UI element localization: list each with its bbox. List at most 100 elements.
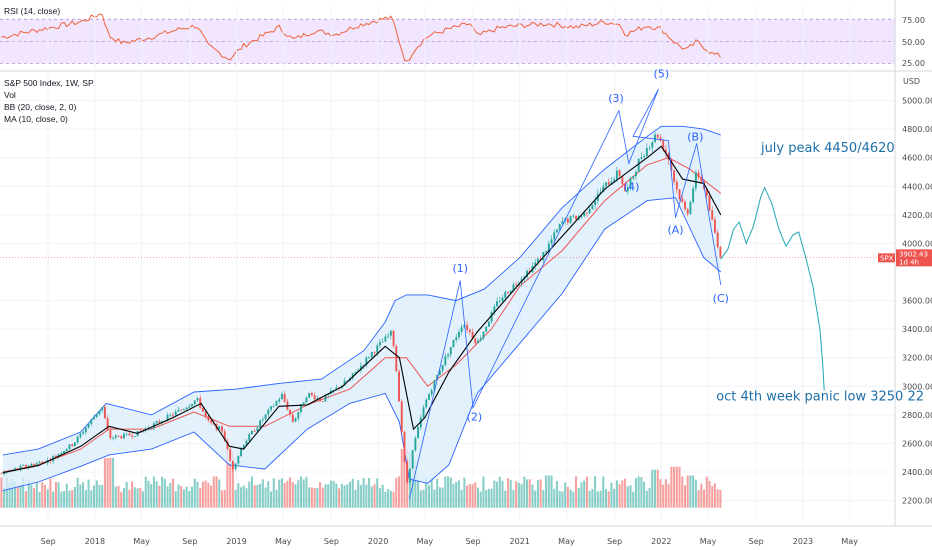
candle-body: [240, 449, 243, 457]
volume-bar: [387, 488, 390, 508]
elliott-wave-drawing: (1) (2) (3) (4) (5) (A) (B) (C): [408, 68, 729, 500]
volume-bar: [368, 477, 371, 508]
candle-body: [436, 374, 439, 381]
candle-body: [319, 398, 322, 402]
symbol-tag: SPX: [880, 254, 894, 262]
volume-bar: [648, 487, 651, 508]
candle-body: [561, 221, 564, 224]
volume-bar: [490, 488, 493, 508]
candle-body: [645, 148, 648, 156]
rsi-line: [1, 13, 721, 62]
volume-bar: [8, 483, 11, 508]
candle-body: [362, 364, 365, 366]
candle-body: [41, 461, 44, 463]
volume-bar: [662, 484, 665, 508]
legend-symbol[interactable]: S&P 500 Index, 1W, SP: [4, 78, 94, 88]
candle-body: [193, 400, 196, 405]
volume-bar: [237, 483, 240, 508]
volume-bar: [564, 482, 567, 508]
candle-body: [35, 463, 38, 466]
volume-bar: [103, 457, 106, 508]
candle-body: [681, 198, 684, 202]
volume-bar: [348, 481, 352, 508]
volume-bar: [261, 479, 264, 508]
price-tick-label: 4800.00: [902, 125, 932, 134]
volume-bar: [575, 476, 578, 508]
volume-bar: [716, 489, 719, 508]
volume-bar: [569, 489, 572, 508]
candle-body: [379, 342, 381, 346]
volume-bar: [512, 489, 515, 508]
volume-bar: [694, 479, 697, 508]
volume-bar: [188, 490, 191, 508]
candle-body: [359, 365, 362, 371]
candle-body: [441, 364, 444, 371]
legend-bollinger[interactable]: BB (20, close, 2, 0): [4, 102, 76, 112]
volume-bar: [259, 483, 262, 508]
volume-bar: [201, 481, 204, 508]
volume-bar: [182, 489, 185, 508]
candle-body: [602, 186, 605, 192]
volume-bar: [585, 476, 588, 508]
legend-moving-average[interactable]: MA (10, close, 0): [4, 114, 68, 124]
candle-body: [430, 390, 433, 395]
candle-body: [155, 421, 158, 424]
candle-body: [618, 170, 621, 176]
price-tick-label: 5000.00: [902, 97, 932, 106]
volume-bar: [604, 489, 608, 508]
volume-bar: [528, 479, 531, 508]
candle-body: [310, 393, 313, 396]
volume-bar: [114, 486, 117, 508]
candle-body: [713, 219, 716, 233]
candle-body: [556, 229, 558, 233]
candle-body: [411, 450, 414, 469]
candle-body: [30, 464, 33, 466]
time-tick-label: 2021: [510, 537, 530, 546]
candle-body: [387, 335, 390, 337]
candle-body: [433, 380, 436, 391]
volume-bar: [357, 480, 360, 508]
volume-bar: [245, 488, 248, 508]
candle-body: [324, 395, 327, 402]
volume-bar: [427, 485, 431, 508]
volume-bar: [697, 490, 700, 508]
candle-body: [389, 330, 392, 336]
candle-body: [109, 430, 112, 439]
bb-upper-line: [2, 125, 721, 456]
candle-body: [651, 142, 654, 148]
volume-bar: [210, 485, 213, 508]
volume-bar: [531, 484, 534, 508]
volume-bar: [229, 452, 232, 508]
candle-body: [199, 398, 202, 408]
volume-bar: [365, 484, 368, 508]
candle-body: [716, 232, 719, 248]
candle-body: [182, 409, 185, 410]
candle-body: [504, 292, 507, 298]
volume-bar: [422, 489, 425, 508]
rsi-legend[interactable]: RSI (14, close): [4, 6, 60, 16]
candle-body: [79, 433, 82, 437]
volume-bar: [468, 483, 471, 508]
candle-body: [558, 223, 561, 230]
volume-bar: [566, 486, 569, 508]
candle-body: [112, 437, 115, 439]
candle-body: [605, 182, 607, 187]
candle-body: [114, 435, 117, 438]
volume-bar: [498, 476, 501, 508]
candle-body: [550, 239, 553, 244]
legend-volume[interactable]: Vol: [4, 90, 16, 100]
volume-bar: [673, 466, 676, 508]
time-tick-label: May: [417, 537, 434, 546]
wave-label: (4): [624, 181, 640, 194]
volume-bar: [438, 487, 441, 508]
candle-body: [201, 407, 204, 412]
candle-body: [496, 301, 499, 307]
rsi-tick-25: 25.00: [902, 59, 925, 68]
symbol-tag-box: [878, 253, 895, 263]
candle-body: [425, 399, 428, 408]
volume-bar: [174, 491, 177, 508]
candle-body: [501, 297, 504, 301]
volume-bar: [117, 485, 120, 508]
candle-body: [302, 402, 305, 405]
